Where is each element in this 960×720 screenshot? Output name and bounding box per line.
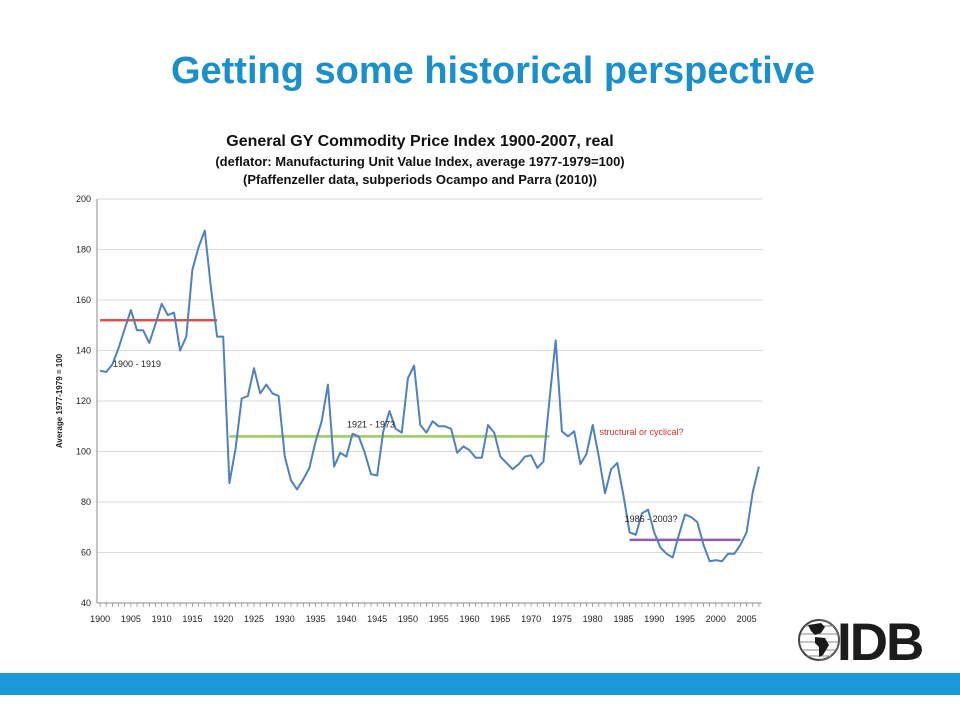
y-tick-label: 140 <box>76 346 91 356</box>
reference-line-label: 1921 - 1973 <box>347 419 395 429</box>
chart-title: General GY Commodity Price Index 1900-20… <box>226 133 614 150</box>
x-tick-label: 1985 <box>613 614 633 624</box>
x-tick-label: 1945 <box>367 614 387 624</box>
y-tick-label: 120 <box>76 396 91 406</box>
chart-labels: 40 60 80 100 120 140 160 180 200 1900 1905 1910 1915… <box>55 194 757 624</box>
idb-logo: IDB <box>798 613 924 666</box>
reference-line-label: 1986 - 2003? <box>625 514 678 524</box>
x-tick-label: 1915 <box>182 614 202 624</box>
x-tick-label: 1975 <box>552 614 572 624</box>
globe-americas-icon <box>798 619 840 661</box>
x-tick-label: 1950 <box>398 614 418 624</box>
y-tick-label: 80 <box>81 497 91 507</box>
x-tick-label: 1955 <box>429 614 449 624</box>
x-tick-label: 1940 <box>336 614 356 624</box>
y-tick-label: 160 <box>76 295 91 305</box>
x-tick-label: 1965 <box>490 614 510 624</box>
x-tick-label: 1905 <box>121 614 141 624</box>
x-tick-label: 1935 <box>306 614 326 624</box>
footer-bar <box>0 673 960 695</box>
x-tick-label: 1900 <box>90 614 110 624</box>
slide-title: Getting some historical perspective <box>170 50 816 92</box>
x-tick-label: 2000 <box>706 614 726 624</box>
annotation-label: structural or cyclical? <box>599 427 683 437</box>
x-tick-label: 1990 <box>644 614 664 624</box>
x-tick-label: 1910 <box>152 614 172 624</box>
y-tick-label: 200 <box>76 194 91 204</box>
idb-logo-text: IDB <box>837 613 922 666</box>
x-tick-label: 1995 <box>675 614 695 624</box>
grid <box>97 198 762 604</box>
y-axis-label: Average 1977-1979 = 100 <box>55 353 64 448</box>
x-tick-label: 1960 <box>460 614 480 624</box>
series <box>99 229 760 563</box>
y-tick-label: 60 <box>81 548 91 558</box>
x-tick-label: 1980 <box>583 614 603 624</box>
x-tick-label: 1920 <box>213 614 233 624</box>
series-line-0 <box>99 229 760 563</box>
x-tick-label: 1925 <box>244 614 264 624</box>
axes <box>96 199 762 607</box>
x-tick-label: 1930 <box>275 614 295 624</box>
chart-subtitle-1: (deflator: Manufacturing Unit Value Inde… <box>215 154 625 169</box>
x-tick-label: 1970 <box>521 614 541 624</box>
y-tick-label: 100 <box>76 447 91 457</box>
y-tick-label: 40 <box>81 598 91 608</box>
x-tick-label: 2005 <box>737 614 757 624</box>
reference-line-label: 1900 - 1919 <box>113 359 161 369</box>
chart-subtitle-2: (Pfaffenzeller data, subperiods Ocampo a… <box>243 172 597 187</box>
chart-title-block: General GY Commodity Price Index 1900-20… <box>200 131 640 189</box>
y-tick-label: 180 <box>76 245 91 255</box>
